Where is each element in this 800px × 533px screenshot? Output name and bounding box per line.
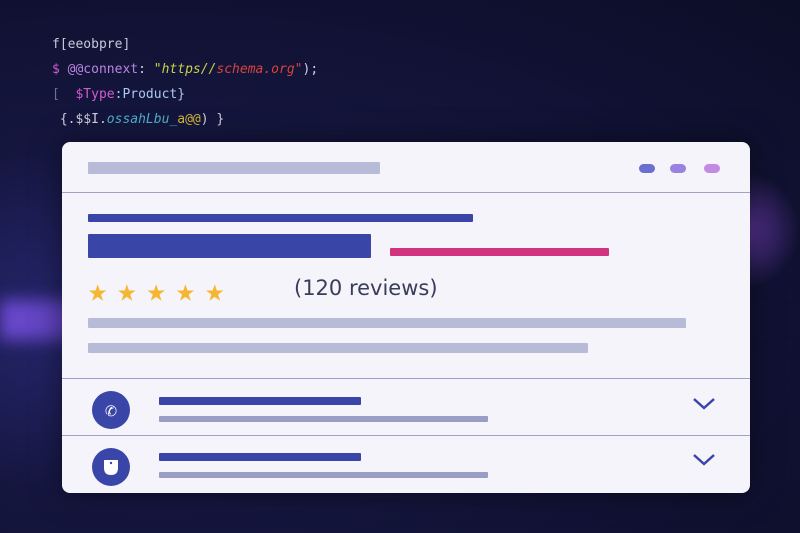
code-token: ": [294, 62, 303, 77]
url-placeholder: [88, 162, 380, 174]
code-token: @@connext: [67, 62, 139, 77]
search-result-card: ★ ★ ★ ★ ★ (120 reviews) ✆: [62, 142, 750, 493]
code-token: $Type: [75, 87, 115, 102]
row-subtitle-placeholder: [159, 472, 488, 478]
star-icon: ★: [175, 271, 196, 309]
code-line: {.$$I.ossahLbu_a@@) }: [52, 107, 318, 132]
code-token: schema.org: [216, 62, 295, 77]
divider: [62, 192, 750, 193]
divider: [62, 435, 750, 436]
price-placeholder: [390, 248, 609, 256]
star-icon: ★: [117, 271, 137, 309]
window-dot[interactable]: [670, 164, 686, 173]
chevron-down-icon[interactable]: [692, 452, 716, 468]
window-dot[interactable]: [639, 164, 655, 173]
code-token: );: [302, 62, 319, 77]
code-token: $: [52, 62, 68, 77]
code-snippet: f[eeobpre] $ @@connext: "https//schema.o…: [52, 32, 318, 132]
code-token: "https//: [153, 62, 217, 77]
code-token: a@@: [177, 112, 201, 127]
star-icon: ★: [88, 271, 108, 309]
code-token: [: [52, 87, 76, 102]
code-line: f[eeobpre]: [52, 37, 131, 52]
phone-icon: ✆: [92, 391, 130, 429]
window-dot[interactable]: [704, 164, 720, 173]
code-line: [ $Type:Product}: [52, 82, 318, 107]
chevron-down-icon[interactable]: [692, 396, 716, 412]
code-line: $ @@connext: "https//schema.org");: [52, 57, 318, 82]
code-token: :Product}: [114, 87, 186, 102]
row-subtitle-placeholder: [159, 416, 488, 422]
code-token: {.$$I.: [52, 112, 107, 127]
star-icon: ★: [146, 271, 166, 309]
shield-icon: [92, 448, 130, 486]
description-line: [88, 318, 686, 328]
title-placeholder[interactable]: [88, 234, 371, 258]
star-icon: ★: [205, 271, 225, 309]
divider: [62, 378, 750, 379]
review-count: (120 reviews): [294, 276, 438, 300]
description-line: [88, 343, 588, 353]
row-title-placeholder: [159, 397, 361, 405]
breadcrumb-placeholder: [88, 214, 473, 222]
code-token: ossahLbu_: [106, 112, 178, 127]
code-token: ) }: [200, 112, 225, 127]
code-token: :: [138, 62, 154, 77]
star-rating: ★ ★ ★ ★ ★: [88, 274, 224, 306]
row-title-placeholder: [159, 453, 361, 461]
